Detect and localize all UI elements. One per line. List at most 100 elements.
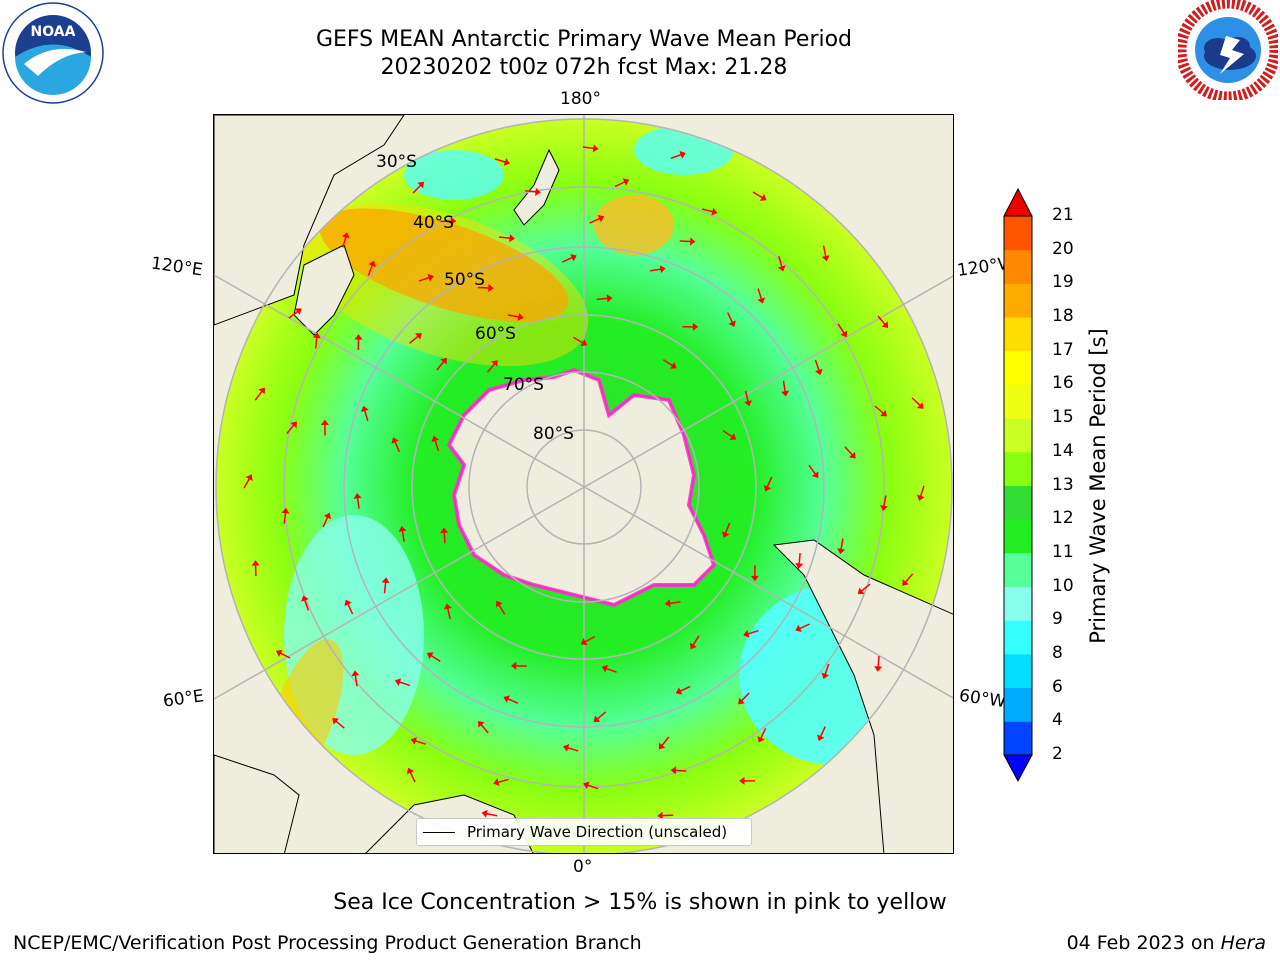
wave-arrow-head — [902, 579, 909, 586]
wave-arrow-shaft — [589, 217, 601, 224]
wave-arrow-shaft — [596, 711, 607, 720]
colorbar-segment — [1004, 721, 1032, 756]
wave-arrow-shaft — [778, 256, 783, 268]
footer-credit: NCEP/EMC/Verification Post Processing Pr… — [13, 932, 642, 954]
wave-arrow-head — [880, 409, 888, 417]
colorbar-tick-label: 2 — [1052, 744, 1063, 764]
chart-title: GEFS MEAN Antarctic Primary Wave Mean Pe… — [315, 27, 853, 52]
wave-arrow-head — [323, 512, 332, 520]
wave-arrow-head — [341, 232, 350, 239]
wave-arrow-head — [368, 260, 376, 268]
colorbar-segment — [1004, 485, 1032, 520]
wave-arrow-shaft — [757, 288, 763, 300]
wave-arrow-shaft — [670, 153, 682, 159]
wave-arrow-shaft — [507, 698, 519, 704]
wave-arrow-shaft — [883, 495, 887, 507]
wave-arrow-head — [795, 563, 804, 569]
wave-arrow-shaft — [354, 675, 358, 687]
wave-arrow-shaft — [494, 158, 506, 163]
wave-arrow-head — [759, 194, 767, 201]
wave-arrow-head — [874, 666, 883, 672]
colorbar-segment — [1004, 350, 1032, 385]
wave-arrow-head — [391, 437, 399, 444]
wave-arrow-shaft — [412, 184, 422, 194]
wave-arrow-shaft — [798, 552, 801, 565]
wave-arrow-head — [821, 255, 830, 262]
wave-arrow-shaft — [911, 397, 921, 407]
wave-arrow-head — [750, 575, 759, 582]
wave-arrow-head — [728, 320, 736, 327]
wave-arrow-head — [344, 599, 352, 607]
wave-arrow-head — [394, 678, 402, 686]
colorbar-tick-label: 4 — [1052, 710, 1063, 731]
wave-arrow-shaft — [919, 485, 925, 497]
wave-arrow-shaft — [507, 314, 520, 318]
wave-arrow-shaft — [499, 236, 511, 239]
colorbar-segment — [1004, 283, 1032, 318]
wave-arrow-head — [670, 362, 677, 369]
wave-arrow-shaft — [399, 681, 411, 687]
noaa-logo: NOAA — [2, 2, 104, 104]
wave-arrow-head — [410, 737, 417, 745]
wave-arrow-shaft — [430, 654, 441, 663]
lat-label-30s: 30°S — [376, 152, 417, 172]
wave-arrow-head — [849, 451, 856, 459]
wave-arrow-head — [744, 400, 752, 407]
wave-arrow-head — [622, 178, 630, 186]
wave-arrow-shaft — [605, 667, 617, 673]
wave-arrow-head — [281, 507, 290, 514]
wave-arrow-shaft — [347, 603, 354, 615]
lon-label-0: 0° — [573, 857, 593, 877]
wave-arrow-head — [763, 484, 772, 492]
wave-arrow-shaft — [701, 208, 714, 213]
wave-arrow-shaft — [877, 655, 880, 668]
wave-arrow-shaft — [766, 476, 773, 488]
wave-arrow-head — [664, 599, 671, 608]
wave-arrow-shaft — [409, 335, 419, 344]
wave-arrow-head — [821, 672, 830, 680]
wave-arrow-shaft — [837, 323, 845, 334]
wave-arrow-shaft — [747, 630, 759, 635]
colorbar-tick-label: 9 — [1052, 609, 1063, 630]
wave-arrow-head — [583, 781, 590, 790]
wave-arrow-head — [294, 308, 302, 315]
wave-arrow-head — [721, 531, 730, 538]
wave-arrow-head — [739, 776, 745, 785]
wave-arrow-head — [738, 697, 745, 705]
colorbar-segment — [1004, 687, 1032, 722]
footer-machine: Hera — [1220, 932, 1266, 954]
wave-arrow-shaft — [498, 604, 506, 615]
wave-arrow-shaft — [486, 363, 496, 373]
colorbar-segment — [1004, 653, 1032, 689]
wave-arrow-shaft — [243, 478, 251, 489]
wave-arrow-head — [670, 766, 677, 775]
colorbar-segment — [1004, 552, 1032, 588]
colorbar-tick-label: 11 — [1052, 541, 1074, 562]
wave-arrow-head — [606, 294, 613, 303]
wave-arrow-head — [781, 390, 790, 397]
wave-arrow-head — [481, 809, 488, 818]
wave-arrow-head — [837, 548, 846, 555]
wave-arrow-head — [431, 435, 440, 443]
lat-label-70s: 70°S — [503, 375, 544, 395]
lat-label-40s: 40°S — [413, 213, 454, 233]
lat-label-80s: 80°S — [533, 424, 574, 444]
wave-arrow-head — [840, 330, 848, 338]
wave-arrow-head — [711, 207, 718, 216]
colorbar-label: Primary Wave Mean Period [s] — [1086, 328, 1110, 644]
wave-arrow-shaft — [874, 405, 884, 414]
wave-arrow-head — [406, 767, 415, 775]
colorbar-segment — [1004, 317, 1032, 352]
wave-arrow-shaft — [782, 380, 786, 392]
legend-line-sample — [423, 832, 455, 833]
wave-arrow-shaft — [409, 771, 416, 783]
colorbar-tick-label: 15 — [1052, 407, 1074, 428]
wave-arrow-shaft — [679, 685, 691, 692]
wave-arrow-shaft — [286, 424, 295, 435]
wave-arrow-head — [354, 334, 363, 340]
wave-direction-arrows — [243, 144, 925, 837]
colorbar-segment — [1004, 216, 1032, 251]
colorbar-tick-label: 10 — [1052, 575, 1074, 596]
wave-arrow-shaft — [283, 512, 287, 524]
wave-arrow-shaft — [486, 812, 498, 817]
